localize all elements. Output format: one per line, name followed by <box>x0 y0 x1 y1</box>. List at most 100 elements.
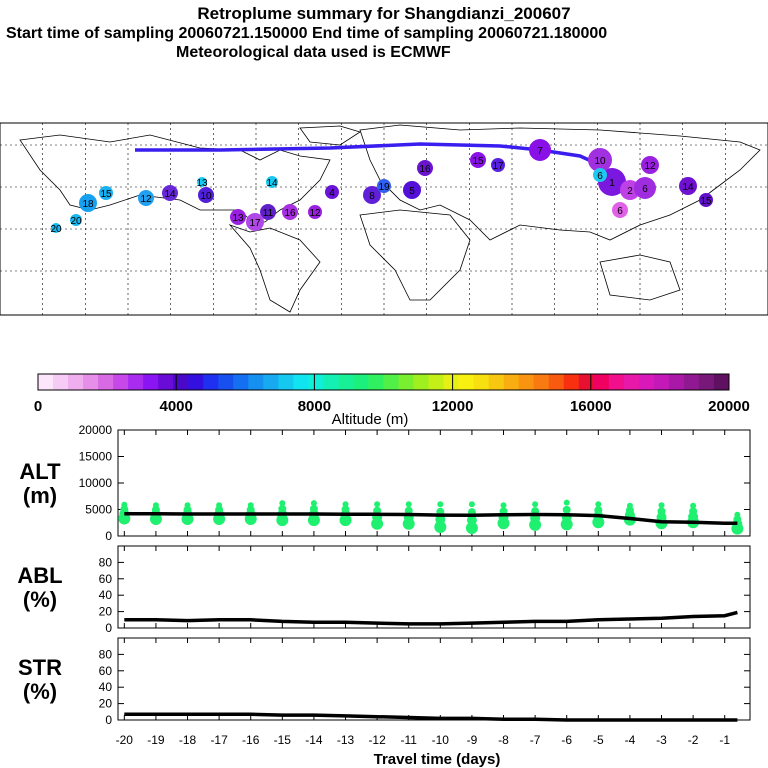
colorbar-swatch <box>488 374 505 390</box>
panel-y-label: ABL <box>17 563 62 588</box>
altitude-dot <box>437 501 444 508</box>
colorbar-frame <box>37 373 730 391</box>
altitude-dot <box>658 502 665 509</box>
colorbar-swatch <box>473 374 490 390</box>
y-tick-label: 0 <box>105 713 112 727</box>
y-tick-label: 80 <box>99 555 113 569</box>
colorbar-tick-label: 0 <box>34 398 42 415</box>
panel-y-label: STR <box>18 655 62 680</box>
colorbar-swatch <box>713 374 730 390</box>
colorbar-swatch <box>188 374 204 390</box>
colorbar-swatch <box>98 374 114 390</box>
altitude-dot <box>279 500 286 507</box>
panel-y-label: (%) <box>23 679 57 704</box>
altitude-dot <box>500 502 507 509</box>
x-tick-label: -3 <box>656 733 667 747</box>
panel-frame <box>117 637 751 721</box>
plume-marker-label: 14 <box>164 189 176 200</box>
altitude-dot <box>560 518 573 531</box>
plume-marker-label: 10 <box>200 191 212 202</box>
plume-marker-label: 6 <box>597 171 603 182</box>
panel-frame <box>117 545 751 629</box>
time-series-panels: 20000150001000050000ALT(m)806040200ABL(%… <box>17 423 751 747</box>
colorbar-swatch <box>173 374 189 390</box>
panel-alt: 20000 15000 10000 5000 0 ALT(m) <box>19 423 751 543</box>
plume-marker-label: 19 <box>378 182 390 193</box>
plume-marker-label: 6 <box>642 184 648 195</box>
plume-marker-label: 15 <box>472 156 484 167</box>
colorbar-swatch <box>128 374 144 390</box>
colorbar-swatch <box>143 374 159 390</box>
colorbar-swatch <box>563 374 580 390</box>
altitude-dot <box>402 517 415 530</box>
x-tick-label: -1 <box>719 733 730 747</box>
colorbar-tick-label: 16000 <box>570 398 612 415</box>
plume-marker-label: 4 <box>329 188 335 199</box>
x-tick-label: -19 <box>147 733 165 747</box>
colorbar-swatch <box>83 374 99 390</box>
colorbar-swatch <box>158 374 174 390</box>
altitude-colorbar: 0 4000 8000 12000 16000 20000 <box>34 373 750 415</box>
colorbar-swatch <box>218 374 234 390</box>
colorbar-swatch <box>368 374 384 390</box>
plume-marker <box>417 160 433 176</box>
plume-marker <box>529 139 551 161</box>
plume-marker <box>491 158 505 172</box>
y-tick-label: 0 <box>105 529 112 543</box>
altitude-dot <box>307 514 320 527</box>
colorbar-swatch <box>578 374 595 390</box>
x-tick-label: -10 <box>432 733 450 747</box>
colorbar-swatch <box>638 374 655 390</box>
altitude-dot <box>690 502 697 509</box>
altitude-dot <box>497 517 510 530</box>
y-tick-label: 40 <box>99 680 113 694</box>
plume-marker <box>260 204 276 220</box>
colorbar-swatch <box>278 374 294 390</box>
plume-marker <box>612 202 628 218</box>
plume-marker <box>246 213 264 231</box>
panel-abl: 80 60 40 20 0 ABL(%) <box>17 545 751 635</box>
y-tick-label: 40 <box>99 588 113 602</box>
x-tick-label: -15 <box>274 733 292 747</box>
altitude-dot <box>213 513 226 526</box>
plume-marker <box>593 168 607 182</box>
plume-marker-label: 17 <box>249 218 261 229</box>
plume-marker-label: 11 <box>263 208 274 219</box>
y-tick-label: 60 <box>99 572 113 586</box>
altitude-dot <box>562 505 571 514</box>
colorbar-swatch <box>653 374 670 390</box>
colorbar-swatch <box>608 374 625 390</box>
panel-y-label: (m) <box>23 483 57 508</box>
plume-marker <box>282 204 298 220</box>
series-line <box>124 511 738 526</box>
plume-track <box>135 142 601 167</box>
plume-marker <box>197 177 207 187</box>
y-tick-label: 60 <box>99 664 113 678</box>
x-tick-label: -17 <box>210 733 228 747</box>
altitude-dot <box>434 520 447 533</box>
series-line <box>124 610 738 626</box>
plume-marker <box>588 148 612 172</box>
plume-marker-label: 14 <box>266 178 278 189</box>
plume-marker <box>230 209 246 225</box>
y-tick-label: 10000 <box>79 476 113 490</box>
x-axis-label: Travel time (days) <box>374 751 501 768</box>
x-tick-label: -13 <box>337 733 355 747</box>
map-coastlines <box>19 124 761 313</box>
colorbar-swatch <box>53 374 69 390</box>
colorbar-swatch <box>428 374 445 390</box>
y-tick-label: 20 <box>99 605 113 619</box>
altitude-dot <box>181 513 194 526</box>
y-tick-label: 15000 <box>79 450 113 464</box>
plume-marker <box>99 186 113 200</box>
colorbar-swatch <box>413 374 430 390</box>
colorbar-swatch <box>383 374 400 390</box>
plume-marker-label: 20 <box>50 224 62 235</box>
x-tick-label: -4 <box>625 733 636 747</box>
altitude-dot <box>529 518 542 531</box>
plume-marker-label: 12 <box>644 161 656 172</box>
altitude-dot <box>244 513 257 526</box>
